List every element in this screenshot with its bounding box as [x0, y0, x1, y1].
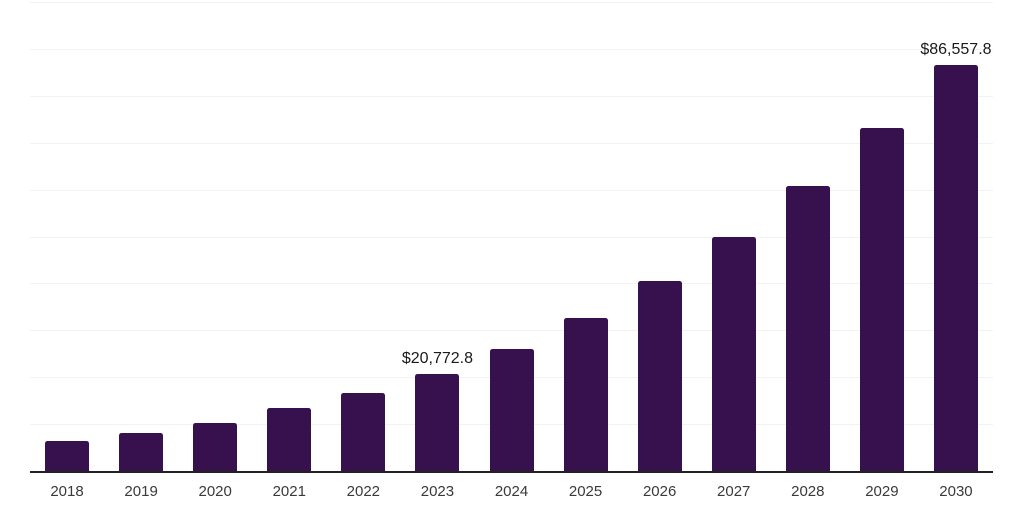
- bar-2028: [785, 185, 830, 471]
- x-tick-label-2025: 2025: [568, 483, 603, 500]
- bar-2023: [415, 373, 460, 471]
- gridline: [30, 189, 993, 191]
- gridline: [30, 236, 993, 238]
- value-label-2023: $20,772.8: [401, 349, 474, 367]
- bar-2022: [341, 393, 386, 471]
- bar-2030: [933, 65, 978, 471]
- bar-2025: [563, 318, 608, 471]
- x-tick-label-2022: 2022: [346, 483, 381, 500]
- gridline: [30, 95, 993, 97]
- bar-2020: [193, 423, 238, 471]
- gridline: [30, 142, 993, 144]
- x-tick-label-2021: 2021: [272, 483, 306, 500]
- x-tick-label-2023: 2023: [420, 483, 455, 500]
- x-tick-label-2029: 2029: [865, 483, 899, 500]
- x-tick-label-2028: 2028: [791, 483, 825, 500]
- gridline: [30, 330, 993, 332]
- bar-2027: [711, 236, 756, 471]
- x-tick-label-2020: 2020: [198, 483, 232, 500]
- x-tick-label-2024: 2024: [494, 483, 529, 500]
- x-tick-label-2019: 2019: [124, 483, 158, 500]
- gridline: [30, 2, 993, 3]
- bar-2026: [637, 281, 682, 471]
- bar-2024: [489, 348, 534, 471]
- x-tick-label-2030: 2030: [939, 483, 973, 500]
- x-axis-labels: 2018 2019 2020 2021 2022 2023 2024 2025 2026 2027…: [30, 483, 993, 507]
- x-tick-label-2018: 2018: [50, 483, 84, 500]
- bar-2021: [267, 408, 312, 471]
- x-tick-label-2027: 2027: [717, 483, 751, 500]
- bar-2019: [119, 433, 164, 471]
- x-axis-line: [30, 471, 993, 473]
- bar-2029: [859, 128, 904, 471]
- bar-2018: [45, 440, 90, 471]
- value-label-2030: $86,557.8: [920, 41, 992, 59]
- gridline: [30, 48, 993, 50]
- plot-area: $20,772.8 $86,557.8: [30, 2, 993, 473]
- x-tick-label-2026: 2026: [642, 483, 677, 500]
- gridline: [30, 283, 993, 285]
